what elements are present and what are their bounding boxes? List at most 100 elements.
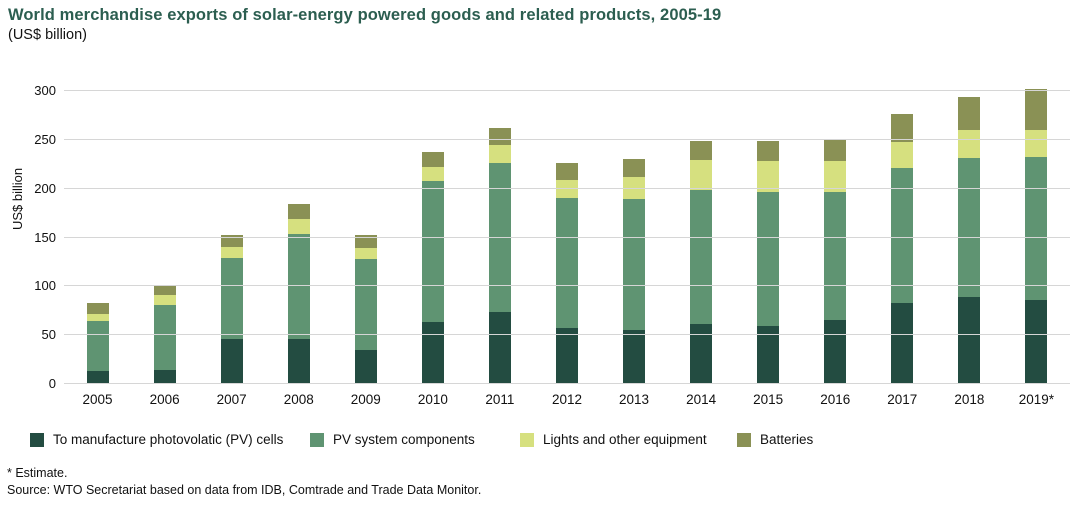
x-tick-label-2005: 2005 (82, 392, 113, 407)
bar-slot-2006 (131, 90, 198, 383)
legend-label: PV system components (333, 432, 475, 447)
x-tick-label-2019: 2019* (1018, 392, 1055, 407)
bar-segment (1025, 89, 1048, 131)
bar-slot-2007 (198, 90, 265, 383)
bar-segment (488, 128, 511, 145)
bar-segment (757, 161, 780, 192)
legend-swatch-icon (30, 432, 44, 447)
bar-segment (891, 302, 914, 383)
bar-segment (421, 151, 444, 168)
page-title: World merchandise exports of solar-energ… (8, 6, 722, 24)
y-tick-label-300: 300 (34, 83, 56, 98)
stacked-bar-2016 (824, 138, 847, 383)
legend-item: Lights and other equipment (520, 432, 707, 447)
bar-segment (891, 141, 914, 169)
legend-label: To manufacture photovolatic (PV) cells (53, 432, 284, 447)
stacked-bar-2011 (488, 128, 511, 383)
bar-segment (153, 286, 176, 296)
stacked-bar-2010 (421, 151, 444, 383)
legend-label: Lights and other equipment (543, 432, 707, 447)
bar-slot-2005 (64, 90, 131, 383)
stacked-bar-2012 (555, 163, 578, 383)
bar-segment (690, 160, 713, 190)
x-axis: 2005 2006 2007 2008 2009 2010 2011 2012 2013 2014… (64, 392, 1070, 407)
x-tick-label-2017: 2017 (887, 392, 918, 407)
bar-segment (555, 328, 578, 383)
gridline-150 (64, 236, 1070, 238)
x-tick-label-2011: 2011 (485, 392, 515, 407)
y-tick-label-250: 250 (34, 131, 56, 147)
bars-container (64, 89, 1070, 383)
gridline-300 (64, 90, 1070, 91)
x-tick-label-2009: 2009 (350, 392, 381, 407)
x-tick-label-2013: 2013 (619, 392, 650, 407)
bar-segment (488, 144, 511, 164)
bar-segment (354, 259, 377, 350)
bar-segment (555, 198, 578, 329)
bar-segment (623, 159, 646, 177)
stacked-bar-2008 (287, 204, 310, 383)
bar-segment (757, 326, 780, 383)
bar-segment (824, 319, 847, 383)
bar-slot-2013 (601, 90, 668, 383)
bar-slot-2010 (399, 90, 466, 383)
bar-segment (220, 247, 243, 259)
bar-segment (220, 234, 243, 248)
bar-segment (220, 339, 243, 383)
bar-segment (958, 158, 981, 298)
legend-item: PV system components (310, 432, 475, 447)
bar-segment (690, 140, 713, 161)
bar-slot-2015 (735, 90, 802, 383)
bar-segment (421, 322, 444, 383)
stacked-bar-2006 (153, 286, 176, 383)
bar-segment (623, 199, 646, 331)
chart-subtitle: (US$ billion) (8, 27, 87, 43)
bar-segment (824, 161, 847, 192)
bar-segment (86, 320, 109, 372)
stacked-bar-2007 (220, 234, 243, 383)
stacked-bar-2018 (958, 96, 981, 383)
bar-segment (421, 180, 444, 323)
stacked-bar-2009 (354, 234, 377, 383)
x-tick-label-2012: 2012 (551, 392, 582, 407)
bar-segment (354, 248, 377, 260)
bar-slot-2014 (668, 90, 735, 383)
bar-slot-2012 (533, 90, 600, 383)
stacked-bar-2013 (623, 159, 646, 383)
plot-area: 0 50 100 150 200 250 300 (34, 83, 1070, 391)
bar-segment (153, 295, 176, 305)
x-tick-label-2018: 2018 (954, 392, 985, 407)
bar-slot-2017 (869, 90, 936, 383)
bar-segment (86, 313, 109, 321)
bar-segment (824, 138, 847, 162)
y-tick-label-200: 200 (34, 180, 56, 196)
source-note: Source: WTO Secretariat based on data fr… (7, 483, 482, 497)
bar-segment (421, 167, 444, 181)
stacked-bar-2019 (1025, 89, 1048, 383)
bar-segment (86, 303, 109, 314)
bar-segment (287, 204, 310, 219)
bar-segment (354, 234, 377, 249)
bar-segment (757, 191, 780, 327)
legend: To manufacture photovolatic (PV) cells PV… (0, 432, 1080, 452)
stacked-bar-2017 (891, 114, 914, 383)
bar-segment (623, 330, 646, 383)
x-tick-label-2010: 2010 (417, 392, 448, 407)
bar-segment (958, 96, 981, 131)
bar-segment (690, 189, 713, 325)
x-tick-label-2016: 2016 (820, 392, 851, 407)
bar-segment (555, 163, 578, 180)
y-axis-label: US$ billion (10, 167, 25, 230)
bar-segment (153, 370, 176, 383)
bar-segment (958, 130, 981, 159)
y-tick-label-50: 50 (41, 327, 56, 343)
estimate-note: * Estimate. (7, 466, 68, 480)
legend-item: Batteries (737, 432, 813, 447)
x-tick-label-2007: 2007 (216, 392, 247, 407)
gridline-0 (64, 383, 1070, 384)
legend-label: Batteries (760, 432, 814, 447)
bar-segment (1025, 157, 1048, 300)
bar-segment (757, 140, 780, 162)
bar-segment (220, 258, 243, 340)
